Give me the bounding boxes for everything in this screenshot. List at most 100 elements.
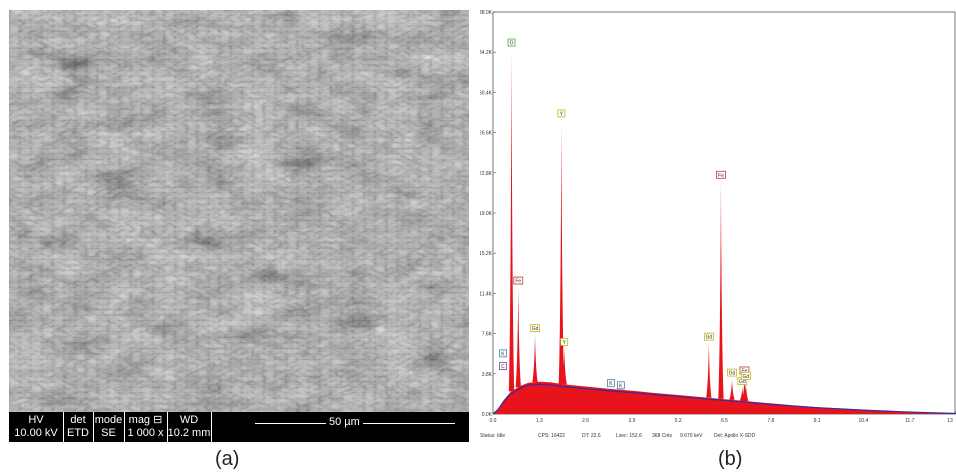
- peak-y: [558, 119, 565, 384]
- y-tick-label: 38.0K: [480, 10, 493, 16]
- peak-label-y: Y: [557, 109, 566, 118]
- peak-label-box: [499, 362, 507, 370]
- peak-label-text: Fe: [742, 368, 748, 374]
- peak-label-k: K: [499, 349, 507, 357]
- x-tick-label: 5.2: [675, 418, 682, 424]
- peak-label-box: [557, 109, 566, 118]
- peak-label-c: C: [499, 362, 507, 370]
- y-tick-label: 0.0K: [482, 412, 493, 418]
- y-tick-label: 7.6K: [482, 332, 493, 338]
- kev-text: 9.670 keV: [680, 433, 703, 439]
- peak-label-fe: Fe: [716, 170, 726, 179]
- peak-label-text: O: [510, 41, 514, 47]
- x-tick-label: 2.6: [582, 418, 589, 424]
- peak-label-box: [560, 338, 569, 346]
- peak-label-text: Gd: [729, 371, 736, 377]
- peak-label-text: Gd: [739, 379, 746, 385]
- detector-text: Det: Apollo X-SDD: [714, 433, 756, 439]
- background-line: [492, 383, 956, 415]
- peak-label-text: K: [609, 381, 613, 387]
- x-tick-label: 7.8: [767, 418, 774, 424]
- peak-gd: [729, 379, 735, 400]
- status-text: Status: Idle: [480, 433, 506, 439]
- peak-label-box: [740, 371, 751, 380]
- peak-gd: [706, 343, 712, 398]
- mag-label: mag ⊟: [128, 414, 163, 426]
- peak-label-box: [606, 379, 615, 388]
- peak-label-box: [727, 368, 737, 377]
- mag-cell: mag ⊟ 1 000 x: [124, 412, 168, 442]
- sem-panel: HV 10.00 kV det ETD mode SE mag ⊟ 1 000 …: [9, 10, 469, 442]
- peak-label-k: K: [616, 381, 625, 390]
- peak-y: [561, 348, 567, 385]
- peak-label-gd: Gd: [740, 371, 751, 380]
- y-tick-label: 11.4K: [480, 291, 493, 297]
- x-tick-label: 9.1: [814, 418, 821, 424]
- sem-data-bar: HV 10.00 kV det ETD mode SE mag ⊟ 1 000 …: [9, 412, 469, 442]
- peak-gd: [532, 334, 538, 383]
- eds-status-bar: Status: Idle CPS: 16422 DT: 22.6 Lsec: 1…: [480, 433, 956, 443]
- peak-label-box: [513, 276, 524, 285]
- mode-label: mode: [94, 414, 123, 426]
- peak-label-fe: Fe: [513, 276, 524, 285]
- y-tick-label: 19.0K: [480, 211, 493, 217]
- mode-value: SE: [101, 427, 116, 439]
- lsec-text: Lsec: 152.6: [616, 433, 642, 439]
- peak-label-text: Fe: [718, 173, 724, 179]
- y-tick-label: 34.2K: [480, 50, 493, 56]
- peak-label-text: Gd: [532, 326, 539, 332]
- hv-label: HV: [28, 414, 44, 426]
- x-tick-label: 6.5: [721, 418, 728, 424]
- wd-label: WD: [179, 414, 199, 426]
- hv-value: 10.00 kV: [14, 427, 58, 439]
- plot-frame: [492, 11, 956, 415]
- wd-value: 10.2 mm: [167, 427, 211, 439]
- scale-bar-cell: 50 µm: [211, 412, 469, 442]
- x-tick-label: 10.4: [859, 418, 869, 424]
- peak-label-box: [530, 324, 540, 333]
- det-value: ETD: [67, 427, 89, 439]
- peak-label-text: Y: [560, 111, 564, 117]
- x-tick-label: 13: [947, 418, 953, 424]
- x-tick-label: 1.3: [536, 418, 543, 424]
- peak-label-text: Y: [563, 340, 567, 346]
- y-tick-label: 3.8K: [482, 372, 493, 378]
- peak-label-text: C: [501, 364, 505, 370]
- peak-label-text: Gd: [743, 374, 750, 380]
- wd-cell: WD 10.2 mm: [167, 412, 212, 442]
- peak-label-gd: Gd: [530, 324, 540, 333]
- peak-label-box: [507, 38, 516, 47]
- x-tick-label: 11.7: [905, 418, 915, 424]
- peak-k: [608, 388, 614, 390]
- x-tick-label: 3.9: [628, 418, 635, 424]
- scale-bar-label: 50 µm: [326, 415, 363, 429]
- peak-o: [508, 49, 515, 392]
- peak-label-box: [703, 332, 714, 341]
- mode-cell: mode SE: [93, 412, 125, 442]
- peak-label-gd: Gd: [703, 332, 714, 341]
- peak-fe: [515, 287, 521, 388]
- x-tick-label: 0.0: [490, 418, 497, 424]
- peak-label-k: K: [606, 379, 615, 388]
- y-tick-label: 26.6K: [480, 131, 493, 137]
- peak-label-y: Y: [560, 338, 569, 346]
- peak-label-box: [716, 170, 726, 179]
- y-tick-label: 22.8K: [480, 171, 493, 177]
- peak-label-box: [616, 381, 625, 390]
- caption-a: (a): [215, 448, 240, 470]
- caption-b: (b): [718, 448, 743, 470]
- dt-text: DT: 22.6: [582, 433, 601, 439]
- peak-label-text: Fe: [515, 279, 521, 285]
- peak-label-text: Gd: [705, 335, 712, 341]
- peak-label-text: K: [501, 351, 505, 357]
- cps-text: CPS: 16422: [538, 433, 565, 439]
- peak-k: [618, 389, 624, 392]
- det-label: det: [70, 414, 86, 426]
- peak-gd: [743, 382, 749, 402]
- peak-label-gd: Gd: [727, 368, 737, 377]
- mag-value: 1 000 x: [127, 427, 164, 439]
- peak-label-o: O: [507, 38, 516, 47]
- y-tick-label: 15.2K: [480, 251, 493, 257]
- cnts-text: 368 Cnts: [652, 433, 673, 439]
